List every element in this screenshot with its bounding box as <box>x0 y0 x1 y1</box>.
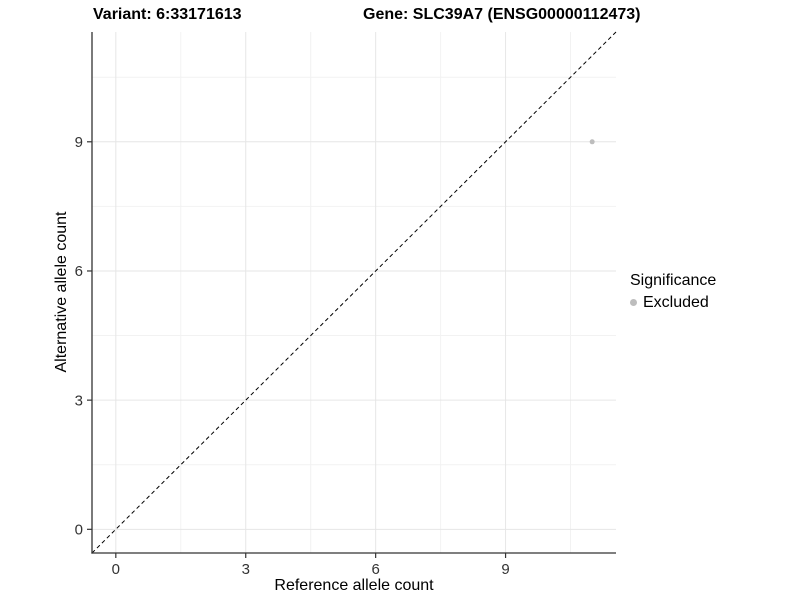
plot-title-variant: Variant: 6:33171613 <box>93 6 242 23</box>
data-point <box>589 139 595 145</box>
identity-line <box>91 31 617 554</box>
legend-key-dot-icon <box>630 299 637 306</box>
y-tick-label: 6 <box>75 263 83 280</box>
legend-item-excluded: Excluded <box>630 293 716 312</box>
y-tick-label: 3 <box>75 392 83 409</box>
x-tick-label: 6 <box>371 561 379 578</box>
x-axis-title: Reference allele count <box>274 577 434 594</box>
legend: Significance Excluded <box>630 271 716 312</box>
legend-title: Significance <box>630 272 717 289</box>
x-tick-label: 9 <box>501 561 509 578</box>
y-axis-title: Alternative allele count <box>53 211 70 373</box>
y-tick-label: 9 <box>75 134 83 151</box>
plot-title-gene: Gene: SLC39A7 (ENSG00000112473) <box>363 6 641 23</box>
x-tick-label: 3 <box>242 561 250 578</box>
legend-item-label: Excluded <box>643 293 709 311</box>
x-tick-label: 0 <box>112 561 120 578</box>
y-tick-label: 0 <box>75 522 83 539</box>
